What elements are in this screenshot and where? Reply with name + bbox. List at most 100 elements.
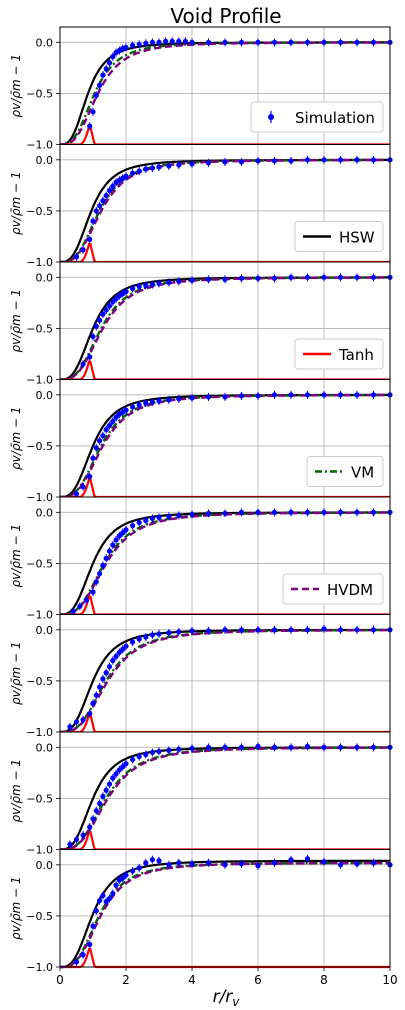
sim-data-point [304,157,311,163]
sim-data-point [205,394,212,400]
sim-data-point [156,748,162,755]
sim-data-point [80,832,86,838]
sim-data-point [370,509,377,515]
legend-label: VM [351,464,374,482]
sim-data-point [120,764,126,770]
y-tick-label: −1.0 [26,609,53,622]
sim-data-point [288,274,294,280]
sim-data-point [113,771,119,777]
sim-data-point [238,275,245,281]
sim-data-point [370,39,377,45]
sim-data-point [238,861,245,867]
plot-area [60,849,390,967]
sim-data-point [176,512,182,518]
sim-data-point [90,455,96,461]
legend-tanh: Tanh [294,338,384,370]
sim-data-point [149,857,155,863]
panel-3: 0.0 −0.5 −1.0 ρv/ρ̄m − 1 Tanh [9,261,393,387]
sim-data-point [149,399,155,405]
sim-data-point [103,192,109,199]
sim-data-point [93,445,99,451]
sim-data-point [176,629,182,635]
sim-data-point [143,40,149,46]
sim-data-point [123,527,129,533]
legend-box [294,338,384,370]
legend-label: Simulation [295,109,375,127]
y-tick-label: 0.0 [36,624,54,637]
sim-data-point [116,649,122,655]
sim-data-point [189,395,195,401]
sim-data-point [222,627,228,633]
sim-data-point [354,274,360,280]
sim-data-point [120,646,126,652]
sim-data-point [103,670,109,676]
sim-data-point [130,404,136,410]
sim-data-point [103,426,109,433]
sim-data-point [271,275,278,281]
sim-data-point [136,402,142,408]
sim-data-point [106,422,113,429]
sim-data-point [130,756,136,763]
panel-5: 0.0 −0.5 −1.0 ρv/ρ̄m − 1 HVDM [9,496,393,622]
sim-data-point [354,157,360,163]
sim-data-point [149,281,155,288]
sim-data-point [238,159,245,165]
sim-data-point [222,394,228,400]
legend-box [294,221,384,252]
sim-data-point [189,161,195,167]
sim-data-point [304,392,311,398]
sim-data-point [110,542,116,548]
sim-data-point [288,627,294,633]
legend-box [250,101,384,133]
sim-data-point [123,872,129,878]
sim-data-point [370,627,377,633]
sim-data-point [205,628,212,634]
sim-data-point [149,165,155,171]
sim-data-point [113,296,119,302]
sim-data-point [106,895,113,902]
sim-data-point [87,711,93,717]
series-vm-line [60,746,390,851]
legend-hvdm: HVDM [282,573,384,605]
sim-data-point [113,882,119,888]
sim-data-point [156,631,162,637]
sim-data-point [87,824,93,830]
sim-data-point [337,862,344,868]
y-tick-label: −0.5 [26,322,53,335]
x-axis-label: r/rv [213,987,241,1009]
sim-data-point [130,639,136,645]
sim-data-point [222,159,228,165]
sim-data-point [222,276,228,282]
plot-area [60,614,390,732]
y-axis-label: ρv/ρ̄m − 1 [9,877,23,940]
sim-data-point [110,890,116,897]
sim-data-point [238,393,245,399]
sim-data-point [370,157,377,163]
sim-data-point [166,279,172,286]
plot-area [60,732,390,850]
sim-data-point [255,158,261,164]
sim-data-point [222,510,228,516]
sim-data-point [143,166,149,172]
panels: 0.0 −0.5 −1.0 ρv/ρ̄m − 1 Simulation 0.0 −0.5 −1… [9,26,398,987]
sim-data-point [189,745,195,751]
sim-data-point [166,397,172,403]
x-tick-label: 6 [254,973,262,987]
sim-data-point [97,438,103,444]
sim-data-point [100,72,106,78]
sim-data-point [130,170,136,176]
sim-data-point [304,627,311,633]
sim-data-point [156,858,162,864]
sim-data-point [80,484,86,490]
sim-data-point [103,555,109,561]
sim-data-point [169,38,175,44]
panel-6: 0.0 −0.5 −1.0 ρv/ρ̄m − 1 [9,614,393,739]
sim-data-point [93,92,99,99]
sim-data-point [304,743,311,749]
sim-data-point [123,173,129,179]
sim-data-point [80,717,86,723]
sim-data-point [97,571,103,577]
sim-data-point [337,274,344,280]
sim-data-point [73,959,80,965]
sim-data-point [73,836,80,842]
